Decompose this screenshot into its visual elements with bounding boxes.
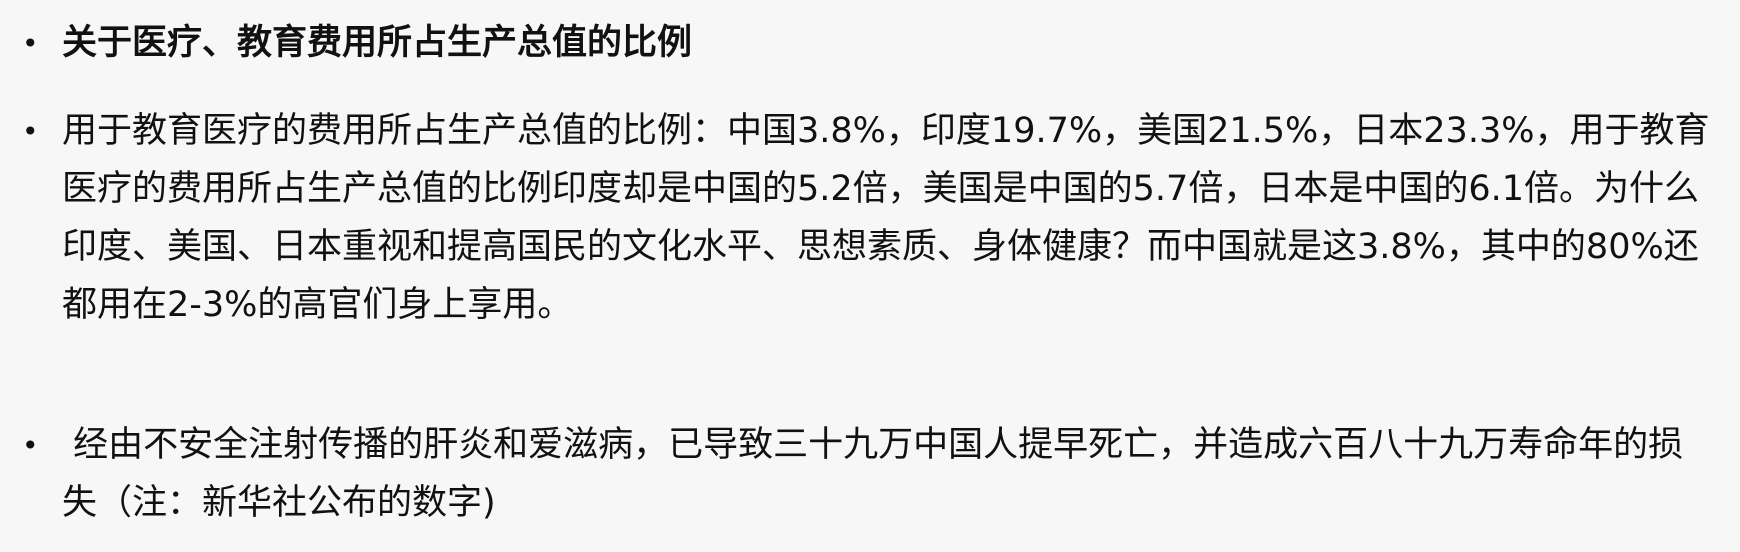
section-heading: 关于医疗、教育费用所占生产总值的比例 bbox=[62, 23, 693, 63]
injection-paragraph: 经由不安全注射传播的肝炎和爱滋病，已导致三十九万中国人提早死亡，并造成六百八十九… bbox=[62, 425, 1684, 523]
bullet-marker: • bbox=[22, 115, 39, 148]
bullet-marker: • bbox=[22, 429, 39, 462]
spending-paragraph: 用于教育医疗的费用所占生产总值的比例：中国3.8%，印度19.7%，美国21.5… bbox=[62, 111, 1710, 325]
bullet-marker: • bbox=[22, 27, 39, 60]
